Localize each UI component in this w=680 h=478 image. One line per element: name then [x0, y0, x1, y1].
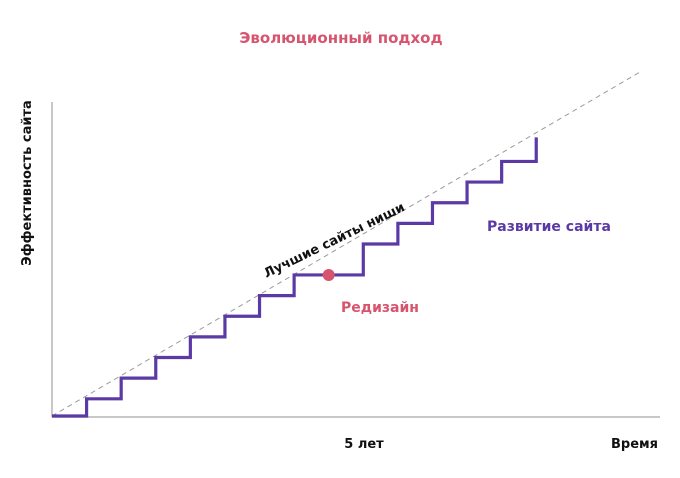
- chart-title: Эволюционный подход: [239, 29, 442, 47]
- y-axis-label: Эффективность сайта: [20, 100, 35, 266]
- redesign-label: Редизайн: [341, 300, 419, 316]
- x-tick-label: 5 лет: [344, 437, 384, 452]
- redesign-point: [322, 268, 335, 281]
- x-axis-label: Время: [611, 437, 658, 452]
- trend-line-best-sites: [51, 71, 641, 417]
- step-series-label: Развитие сайта: [487, 219, 611, 235]
- trend-label: Лучшие сайты ниши: [262, 200, 408, 281]
- step-line-site-development: [52, 137, 538, 418]
